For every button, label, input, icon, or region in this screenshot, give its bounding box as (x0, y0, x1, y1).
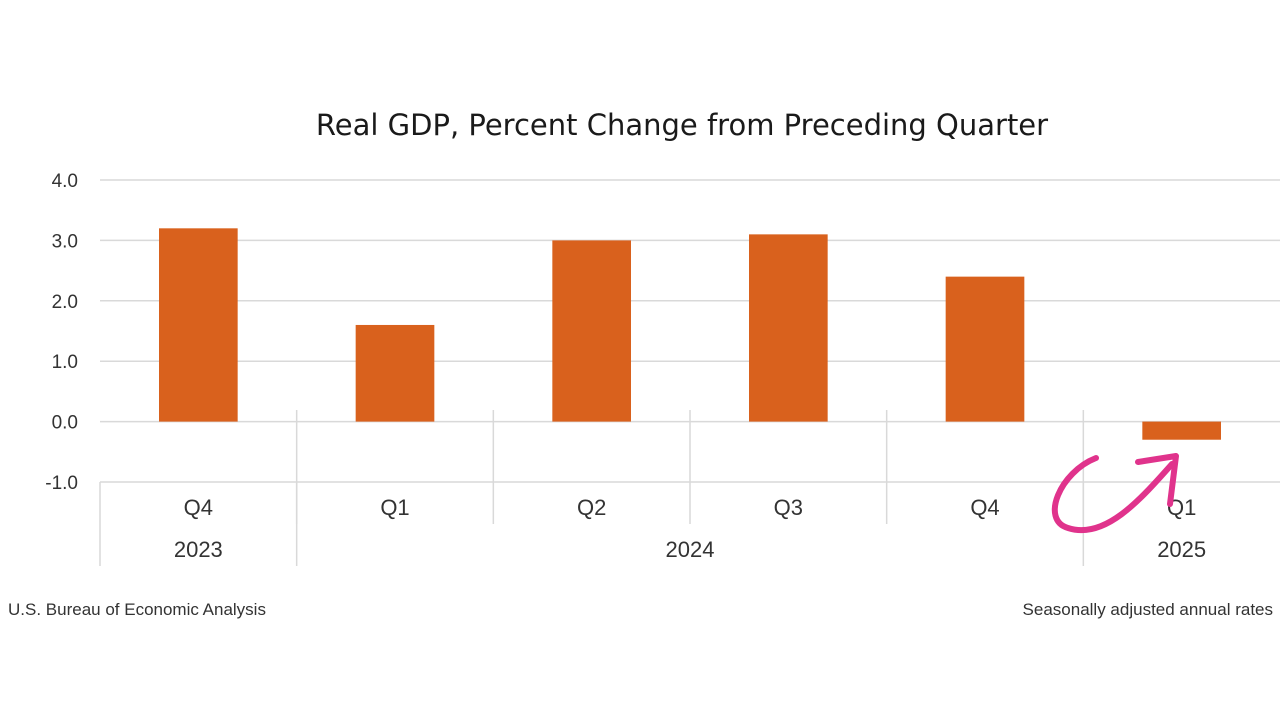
year-label: 2025 (1157, 537, 1206, 562)
bars (159, 228, 1221, 440)
year-label: 2023 (174, 537, 223, 562)
category-label: Q4 (970, 495, 999, 520)
y-tick-label: 4.0 (52, 171, 78, 192)
category-label: Q4 (184, 495, 213, 520)
y-tick-label: 0.0 (52, 413, 78, 434)
bar (159, 228, 238, 422)
bar (749, 234, 828, 422)
bar (355, 324, 435, 422)
annotation-arrow-head (1135, 453, 1179, 507)
y-tick-label: 1.0 (52, 352, 78, 373)
source-note: U.S. Bureau of Economic Analysis (8, 600, 266, 619)
category-label: Q3 (774, 495, 803, 520)
y-tick-label: -1.0 (45, 473, 78, 494)
y-axis-ticks: -1.0 0.0 1.0 2.0 3.0 4.0 (45, 171, 78, 494)
bar (1142, 421, 1221, 440)
y-tick-label: 2.0 (52, 292, 78, 313)
bar (552, 240, 631, 422)
year-label: 2024 (666, 537, 715, 562)
chart-title: Real GDP, Percent Change from Preceding … (316, 108, 1048, 142)
annotation-arrow-curve (1051, 455, 1175, 533)
seasonal-note: Seasonally adjusted annual rates (1023, 600, 1273, 619)
y-tick-label: 3.0 (52, 231, 78, 252)
category-label: Q1 (380, 495, 409, 520)
bar (945, 276, 1025, 422)
category-label: Q2 (577, 495, 606, 520)
annotation (1051, 453, 1179, 533)
